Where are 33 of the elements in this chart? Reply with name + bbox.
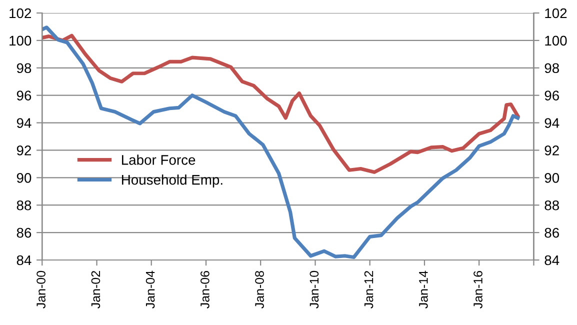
y2-tick-label: 98 [544,63,559,74]
y2-tick-label: 92 [544,146,559,156]
y2-tick-label: 96 [544,90,559,101]
legend-label: Household Emp. [122,174,222,188]
x-tick-label: Jan-02 [91,271,100,308]
y-tick-label: 92 [16,146,32,156]
y2-tick-label: 84 [544,255,560,266]
y-tick-label: 84 [16,255,32,266]
y-tick-label: 100 [10,36,32,46]
y-tick-label: 94 [16,118,32,128]
y-tick-label: 96 [16,90,32,101]
x-tick-label: Jan-14 [419,270,428,308]
y-tick-label: 98 [16,63,32,74]
x-tick-label: Jan-08 [255,270,264,308]
y2-tick-label: 86 [544,228,559,238]
y2-tick-label: 102 [545,8,567,18]
line-series [42,26,520,260]
x-tick-label: Jan-12 [364,271,374,308]
y-tick-label: 86 [16,228,32,238]
x-tick-label: Jan-04 [146,270,155,308]
y-tick-label: 88 [16,200,32,210]
x-tick-label: Jan-10 [310,270,319,308]
y2-tick-label: 90 [544,173,560,183]
legend-label: Labor Force [122,154,196,165]
x-tick-label: Jan-00 [36,270,46,308]
y2-tick-label: 100 [545,36,567,46]
x-tick-label: Jan-06 [200,270,210,308]
y-tick-label: 90 [16,173,32,183]
x-tick-label: Jan-16 [474,270,482,308]
y2-tick-label: 88 [544,200,559,210]
line-series [42,34,520,174]
y2-tick-label: 94 [544,118,560,128]
y-tick-label: 102 [10,8,32,18]
